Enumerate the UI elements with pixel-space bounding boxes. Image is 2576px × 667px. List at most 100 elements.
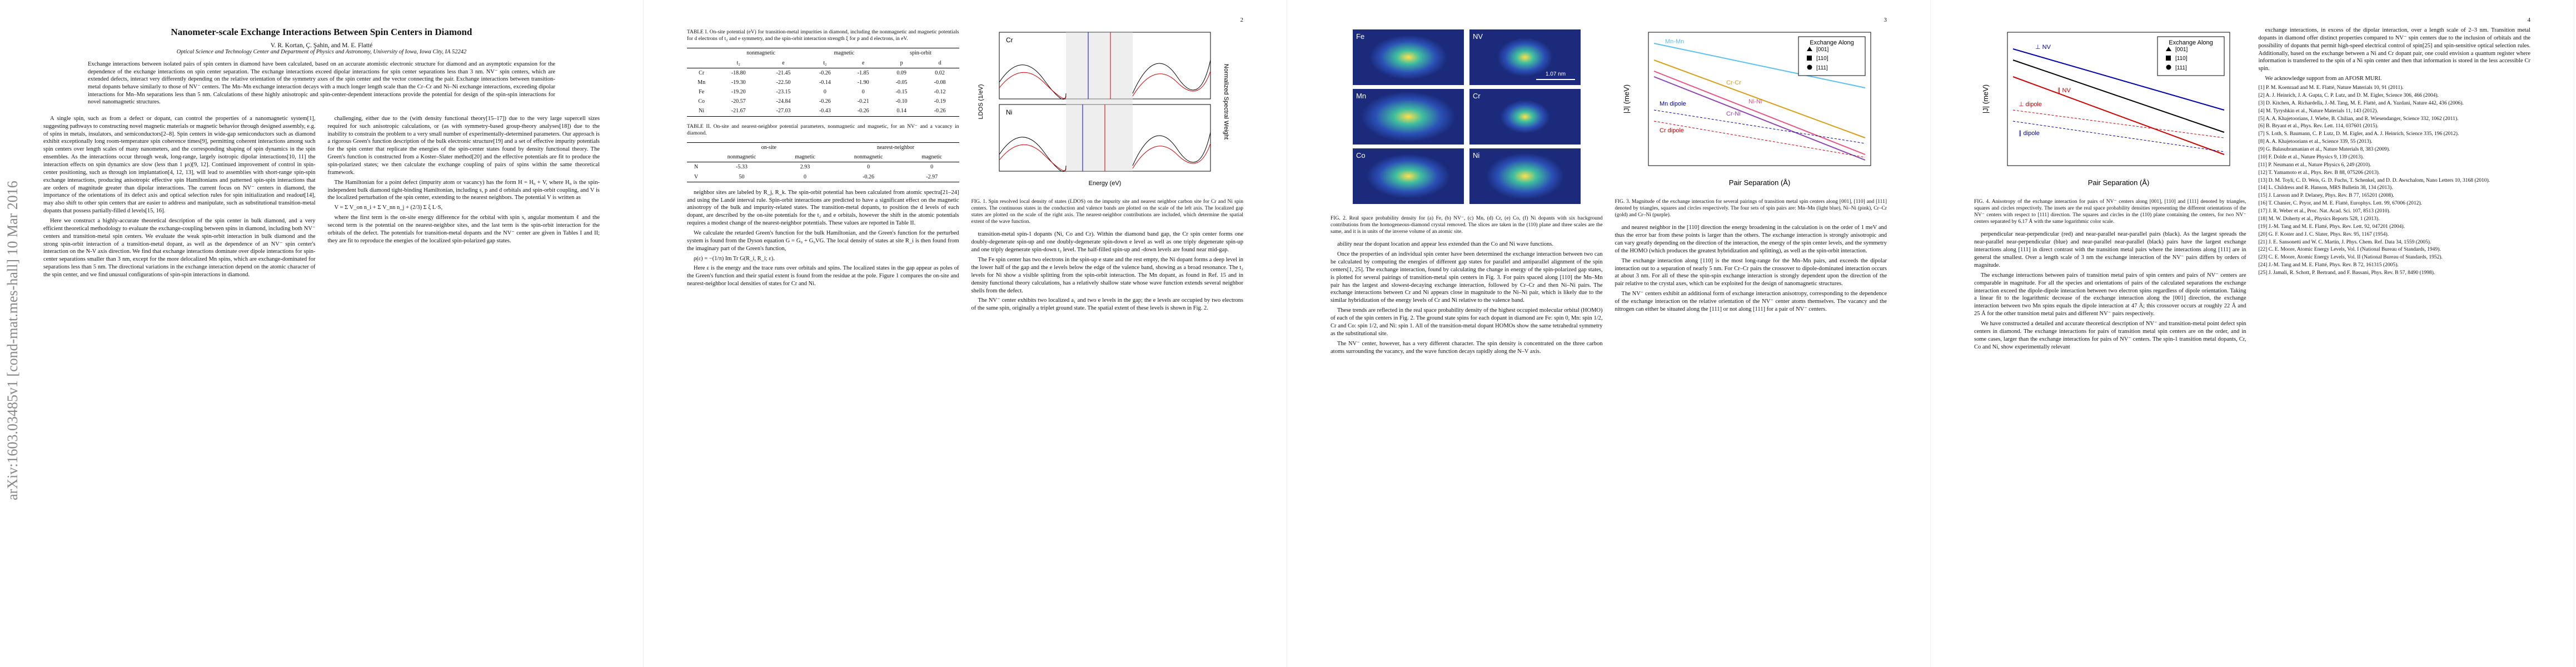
paragraph: where the first term is the on-site ener… [327, 215, 600, 244]
paragraph: These trends are reflected in the real s… [1331, 307, 1603, 337]
table-head: on-site nearest-neighbor nonmagnetic magnet… [687, 142, 959, 162]
paragraph: ρ(ε) = −(1/π) Im Tr G(R_i, R_i; ε). [694, 255, 775, 262]
paragraph: The NV⁻ center, however, has a very diff… [1331, 340, 1603, 355]
header-row: on-site nearest-neighbor [687, 142, 959, 153]
table-cell: -2.97 [904, 172, 959, 182]
figure: Cr Ni Energy (eV) LDOS (1/eV) Normalized… [978, 32, 1229, 187]
table-cell: -24.84 [776, 98, 791, 105]
table-caption: TABLE II. On-site and nearest-neighbor p… [687, 123, 959, 136]
reference: [5] A. A. Khajetoorians, J. Wiebe, B. Ch… [2258, 116, 2459, 122]
paragraph: perpendicular near-perpendicular (red) a… [1974, 231, 2246, 268]
paragraph: challenging, either due to the (with den… [327, 115, 600, 176]
reference: [13] D. M. Toyli, C. D. Weis, G. D. Fuch… [2258, 177, 2490, 183]
series-label: Cr dipole [1660, 127, 1684, 134]
table-cell: -0.26 [920, 106, 959, 117]
column-header: nonmagnetic [854, 154, 883, 161]
reference: [18] M. W. Doherty et al., Physics Repor… [2258, 216, 2380, 222]
paragraph: The exchange interactions between pairs … [1974, 272, 2246, 317]
column-header: magnetic [795, 154, 815, 161]
paragraph: Here ε is the energy and the trace runs … [687, 265, 959, 287]
table-cell: -23.15 [776, 89, 791, 96]
table-cell: -5.33 [705, 162, 778, 172]
scale-bar-label: 1.07 nm [1546, 71, 1566, 77]
x-axis-label: Pair Separation (Å) [2088, 178, 2150, 187]
column-header: magnetic [921, 154, 942, 161]
reference: [12] T. Yamamoto et al., Phys. Rev. B 88… [2258, 170, 2380, 176]
text: neighbor sites are labeled by R_j, R_k. … [687, 189, 959, 288]
table-row: Cr -18.80 -21.45 -0.26 -1.85 0.09 0.02 [687, 67, 959, 78]
table-cell: N [687, 162, 706, 172]
table-cell: 0 [832, 162, 905, 172]
panel-label: Co [1356, 151, 1366, 160]
table-body: N -5.33 2.93 0 0 V 50 0 -0.26 -2.97 [687, 162, 959, 182]
series-label: ⊥ NV [2035, 44, 2051, 51]
table-cell: -21.45 [761, 67, 806, 78]
paragraph: The exchange interaction along [110] is … [1615, 257, 1887, 287]
references: [1] P. M. Koenraad and M. E. Flatté, Nat… [2259, 85, 2531, 277]
y-axis-label: Normalized Spectral Weight [1223, 64, 1229, 140]
legend-label: [001] [2175, 47, 2188, 53]
paragraph: The Fe spin center has two electrons in … [971, 257, 1244, 294]
table-cell: 0 [861, 89, 865, 96]
paragraph: exchange interactions, in excess of the … [2258, 27, 2531, 72]
table-row: Ni -21.67 -27.03 -0.43 -0.26 0.14 -0.26 [687, 106, 959, 117]
column: TABLE I. On-site potential (eV) for tran… [687, 27, 959, 315]
table-cell: Mn [697, 79, 706, 86]
table-cell: -0.08 [934, 79, 946, 86]
series-label: Mn dipole [1660, 101, 1686, 107]
column: Fe NV Mn Cr Co Ni 1.07 nm FIG. 2. Real s… [1331, 27, 1603, 357]
group-header: spin-orbit [882, 48, 959, 58]
table-cell: Fe [699, 89, 705, 96]
legend-label: [110] [2175, 56, 2188, 62]
table-cell: 0 [778, 172, 833, 182]
figure-caption: FIG. 4. Anisotropy of the exchange inter… [1974, 198, 2246, 225]
group-header: nearest-neighbor [832, 142, 959, 153]
table-cell: 0.02 [920, 67, 959, 78]
series-label: ∥ dipole [2019, 130, 2040, 137]
text: perpendicular near-perpendicular (red) a… [1974, 231, 2246, 351]
page: 4 Exchange Along [001] [110] [111] ⊥ NV … [1931, 0, 2574, 667]
series-label: ∥ NV [2057, 87, 2071, 94]
table-cell: -0.43 [805, 106, 844, 117]
column: challenging, either due to the (with den… [328, 115, 600, 281]
table-cell: Co [698, 98, 705, 105]
reference: [1] P. M. Koenraad and M. E. Flatté, Nat… [2258, 85, 2404, 91]
reference: [7] S. Loth, S. Baumann, C. P. Lutz, D. … [2258, 131, 2459, 137]
group-header: magnetic [805, 48, 883, 58]
table-cell: 0.09 [882, 67, 921, 78]
table-cell: V [687, 172, 706, 182]
reference: [2] A. J. Heinrich, J. A. Gupta, C. P. L… [2258, 92, 2439, 98]
page-number: 4 [2527, 17, 2531, 23]
reference: [19] J.-M. Tang and M. E. Flatté, Phys. … [2258, 223, 2405, 230]
reference: [9] G. Balasubramanian et al., Nature Ma… [2258, 147, 2390, 153]
panel-label: Fe [1356, 32, 1364, 41]
text: and nearest neighbor in the [110] direct… [1615, 224, 1887, 313]
table-cell: -1.85 [844, 67, 883, 78]
table-cell: -21.67 [716, 106, 761, 117]
column: Exchange Along [001] [110] [111] Mn-Mn M… [1615, 27, 1887, 357]
y-axis-label: LDOS (1/eV) [978, 84, 984, 120]
text: transition-metal spin-1 dopants (Ni, Co … [971, 231, 1244, 312]
table-cell: -0.10 [895, 98, 908, 105]
column-header: p [900, 59, 903, 66]
table-cell: 0.14 [882, 106, 921, 117]
paragraph: transition-metal spin-1 dopants (Ni, Co … [971, 231, 1244, 253]
column-header: nonmagnetic [727, 154, 756, 161]
page-number: 3 [1884, 17, 1887, 23]
reference: [24] J.-M. Tang and M. E. Flatté, Phys. … [2258, 262, 2399, 268]
column: Exchange Along [001] [110] [111] ⊥ NV ∥ … [1974, 27, 2246, 353]
table-cell: 0 [823, 89, 826, 96]
paragraph: We calculate the retarded Green's functi… [687, 230, 959, 252]
paragraph: Here we construct a highly-accurate theo… [43, 218, 316, 278]
y-axis-label: |J| (meV) [1981, 84, 1990, 113]
figure-caption: FIG. 1. Spin resolved local density of s… [971, 198, 1244, 225]
reference: [17] J. R. Weber et al., Proc. Nat. Acad… [2258, 208, 2391, 215]
header-cell [687, 58, 716, 68]
panel-label: Mn [1356, 92, 1366, 100]
paragraph: neighbor sites are labeled by R_j, R_k. … [687, 189, 959, 227]
reference: [16] T. Chanier, C. Pryor, and M. E. Fla… [2258, 201, 2422, 207]
page: 2 TABLE I. On-site potential (eV) for tr… [644, 0, 1287, 667]
table-cell: Cr [687, 67, 716, 78]
reference: [25] J. Jamali, R. Schott, P. Bertrand, … [2258, 270, 2435, 276]
header-cell [687, 142, 706, 153]
